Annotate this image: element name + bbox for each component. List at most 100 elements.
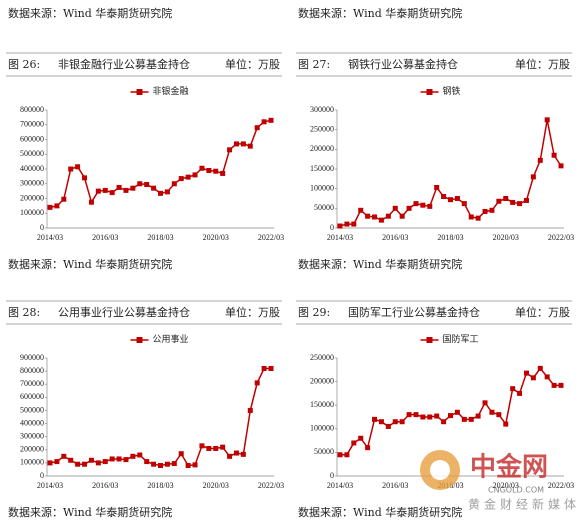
point [261, 365, 267, 371]
point [392, 205, 398, 211]
point [468, 214, 474, 220]
point [82, 175, 88, 181]
point [247, 143, 253, 149]
point [378, 217, 384, 223]
point [372, 214, 378, 220]
x-tick-label: 2018/03 [147, 481, 173, 490]
x-tick-label: 2022/03 [548, 233, 574, 242]
y-tick-label: 0 [40, 471, 44, 480]
y-tick-label: 250000 [310, 124, 334, 133]
x-tick-label: 2020/03 [203, 481, 229, 490]
point [517, 201, 523, 207]
x-tick-label: 2016/03 [92, 233, 118, 242]
point [102, 459, 108, 465]
point [558, 382, 564, 388]
point [337, 223, 343, 229]
point [378, 419, 384, 425]
point [420, 414, 426, 420]
point [523, 370, 529, 376]
point [227, 453, 233, 459]
point [461, 201, 467, 207]
point [68, 166, 74, 172]
x-tick-label: 2022/03 [258, 233, 284, 242]
point [220, 444, 226, 450]
point [337, 452, 343, 458]
point [185, 463, 191, 469]
point [475, 215, 481, 221]
point [192, 462, 198, 468]
point [413, 412, 419, 418]
point [461, 416, 467, 422]
point [75, 164, 81, 170]
point [544, 117, 550, 123]
point [213, 445, 219, 451]
point [365, 213, 371, 219]
point [510, 199, 516, 205]
y-tick-label: 400000 [20, 418, 44, 427]
point [95, 188, 101, 194]
y-tick-label: 300000 [20, 179, 44, 188]
y-tick-label: 0 [330, 471, 334, 480]
point [151, 185, 157, 191]
point [406, 205, 412, 211]
y-tick-label: 0 [40, 223, 44, 232]
watermark-name: 中金网 [470, 452, 548, 483]
point [240, 451, 246, 457]
point [434, 413, 440, 419]
point [75, 461, 81, 467]
point [489, 409, 495, 415]
point [254, 125, 260, 131]
point [385, 423, 391, 429]
y-tick-label: 700000 [20, 120, 44, 129]
point [358, 207, 364, 213]
point [448, 197, 453, 203]
y-tick-label: 0 [330, 223, 334, 232]
watermark-slogan: 黄金财经新媒体 [468, 497, 580, 512]
figure-label: 图 26: [8, 58, 40, 71]
point [171, 461, 177, 467]
y-tick-label: 200000 [20, 445, 44, 454]
legend-label: 非银金融 [153, 85, 189, 96]
point [68, 457, 74, 463]
y-tick-label: 250000 [310, 353, 334, 362]
unit: 单位：万股 [515, 57, 570, 71]
point [399, 213, 405, 219]
x-tick-label: 2020/03 [493, 233, 519, 242]
point [385, 213, 391, 219]
point [441, 194, 447, 200]
x-tick-label: 2016/03 [92, 481, 118, 490]
point [164, 461, 170, 467]
point [448, 413, 453, 419]
point [227, 147, 233, 153]
point [358, 435, 364, 441]
point [475, 413, 481, 419]
point [102, 187, 108, 193]
point [537, 365, 543, 371]
point [551, 152, 557, 158]
y-tick-label: 50000 [314, 203, 334, 212]
point [220, 170, 226, 176]
y-tick-label: 200000 [310, 376, 334, 385]
source: 数据来源：Wind 华泰期货研究院 [8, 6, 172, 20]
x-tick-label: 2014/03 [327, 233, 353, 242]
point [116, 456, 122, 462]
source: 数据来源：Wind 华泰期货研究院 [298, 505, 462, 519]
point [171, 181, 177, 187]
point [88, 199, 94, 205]
y-tick-label: 100000 [310, 424, 334, 433]
point [158, 190, 163, 196]
y-tick-label: 100000 [20, 208, 44, 217]
point [144, 181, 150, 187]
point [544, 374, 550, 380]
y-tick-label: 800000 [20, 105, 44, 114]
source: 数据来源：Wind 华泰期货研究院 [298, 257, 462, 271]
x-tick-label: 2020/03 [493, 481, 519, 490]
point [137, 181, 143, 187]
x-tick-label: 2022/03 [548, 481, 574, 490]
point [109, 456, 115, 462]
point [503, 196, 509, 201]
watermark: 中金网 CNGOLD.COM 黄金财经新媒体 [420, 450, 580, 512]
unit: 单位：万股 [225, 305, 280, 319]
source: 数据来源：Wind 华泰期货研究院 [8, 257, 172, 271]
point [137, 452, 143, 458]
